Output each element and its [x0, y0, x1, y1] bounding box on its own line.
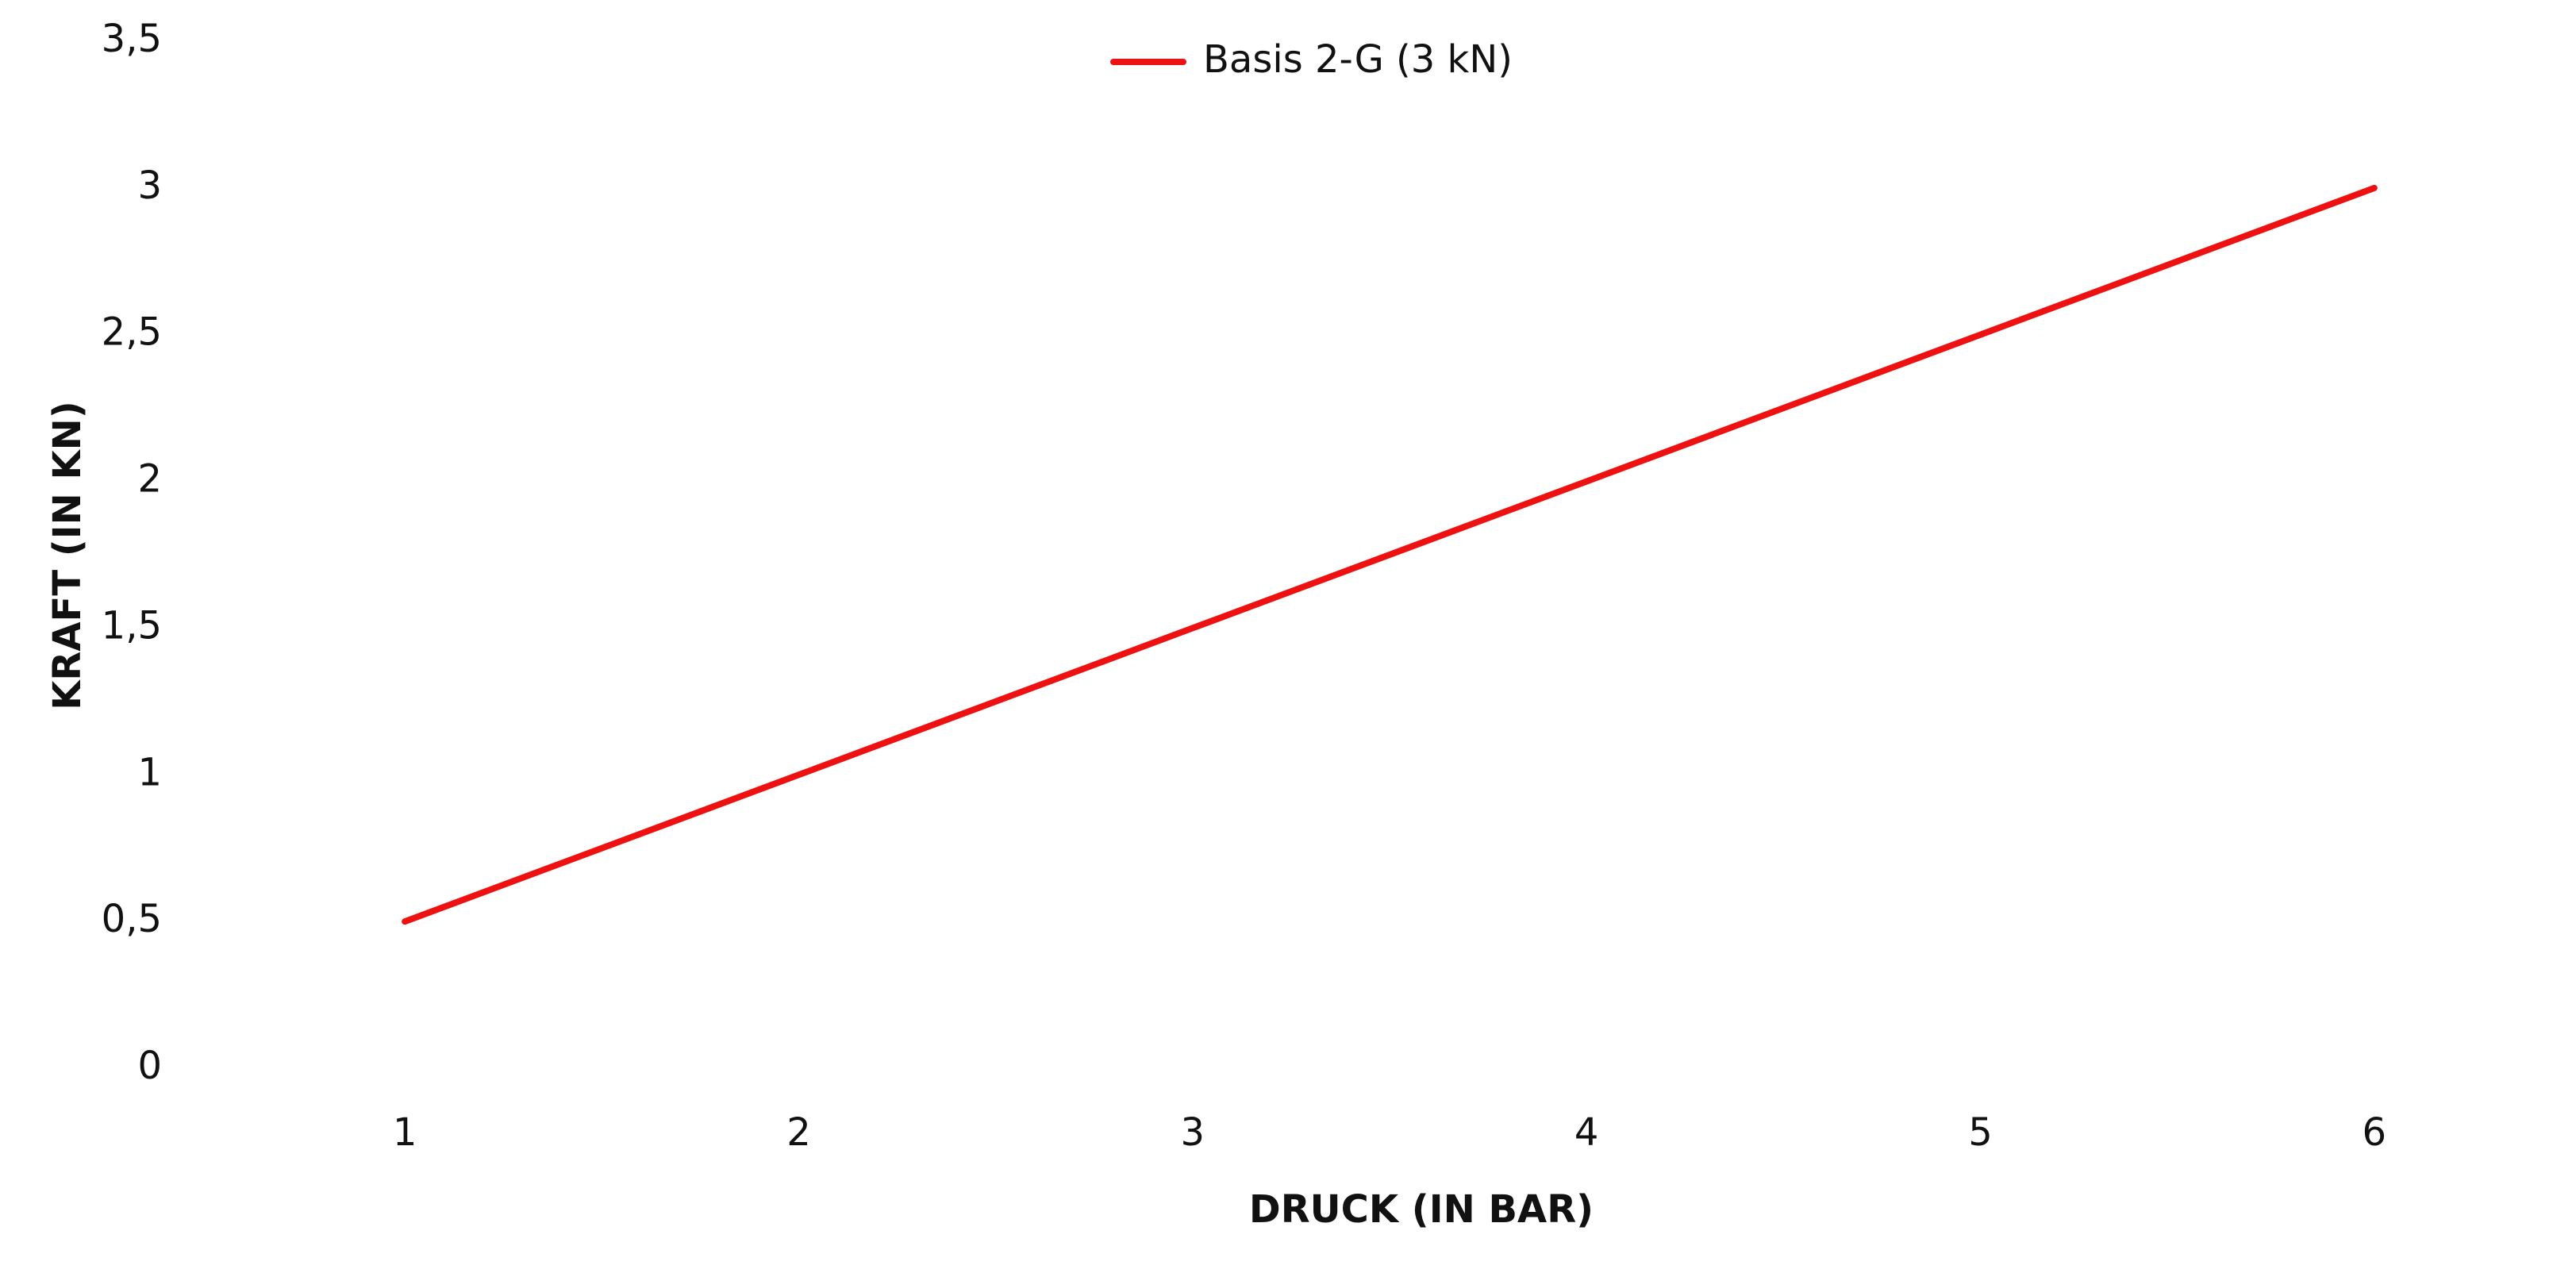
x-axis-title: DRUCK (IN BAR)	[1249, 1187, 1594, 1232]
x-tick-label: 6	[2363, 1110, 2387, 1155]
y-tick-label: 1,5	[102, 603, 162, 648]
y-tick-label: 2	[137, 457, 162, 502]
legend-label: Basis 2-G (3 kN)	[1203, 37, 1513, 82]
y-tick-label: 0,5	[102, 897, 162, 941]
data-line	[402, 184, 2378, 925]
y-tick-label: 3	[137, 163, 162, 208]
x-tick-label: 5	[1968, 1110, 1993, 1155]
y-tick-label: 3,5	[102, 17, 162, 61]
y-tick-label: 1	[137, 750, 162, 794]
y-axis-title: KRAFT (IN KN)	[45, 401, 90, 710]
x-tick-label: 2	[786, 1110, 811, 1155]
x-tick-label: 1	[393, 1110, 417, 1155]
x-tick-label: 4	[1574, 1110, 1599, 1155]
y-tick-label: 0	[137, 1044, 162, 1088]
x-tick-label: 3	[1181, 1110, 1205, 1155]
y-tick-label: 2,5	[102, 310, 162, 355]
